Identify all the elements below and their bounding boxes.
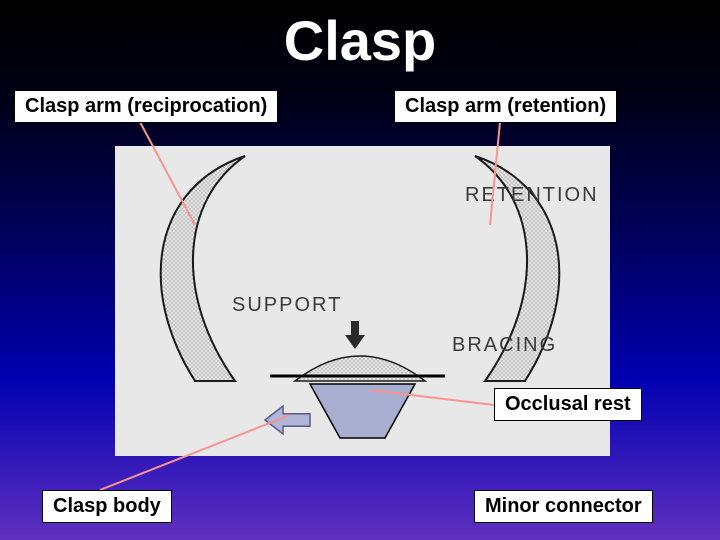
label-occlusal-rest: Occlusal rest [494,388,642,421]
label-clasp-body: Clasp body [42,490,172,523]
connector-lines [0,0,720,540]
slide: Clasp RETENTIONSUPPORTBRACING Clasp arm … [0,0,720,540]
label-minor-connector: Minor connector [474,490,653,523]
label-retention: Clasp arm (retention) [394,90,617,123]
label-reciprocation: Clasp arm (reciprocation) [14,90,278,123]
